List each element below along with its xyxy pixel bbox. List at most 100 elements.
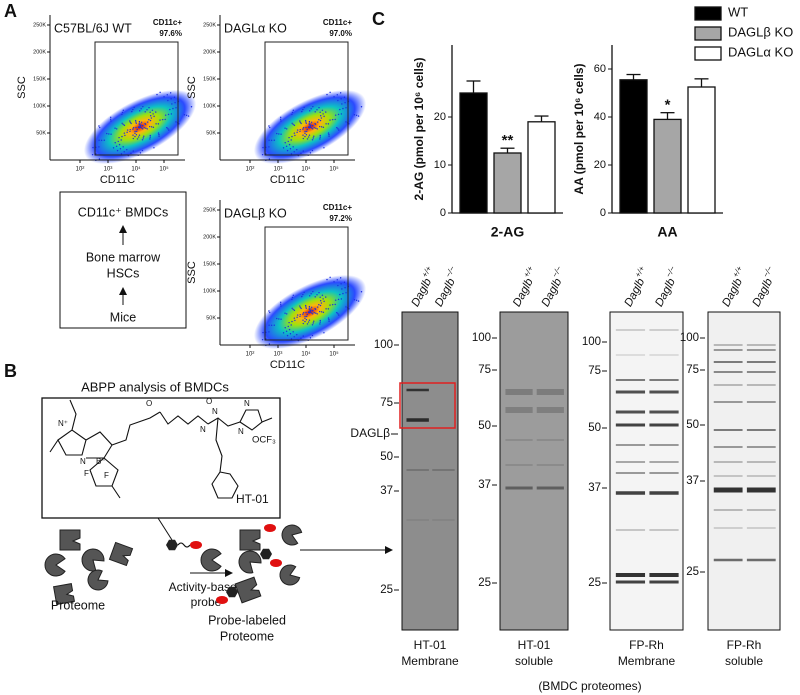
event-dot bbox=[291, 320, 293, 323]
event-dot bbox=[265, 331, 267, 334]
event-dot bbox=[136, 138, 139, 140]
event-dot bbox=[178, 123, 180, 125]
event-dot bbox=[310, 306, 313, 308]
event-dot bbox=[308, 319, 311, 321]
event-dot bbox=[291, 113, 293, 116]
event-dot bbox=[158, 133, 160, 136]
event-dot bbox=[175, 107, 177, 109]
band bbox=[615, 329, 646, 331]
band bbox=[746, 429, 776, 431]
event-dot bbox=[129, 120, 131, 122]
event-dot bbox=[143, 126, 145, 129]
atom: N bbox=[200, 425, 206, 434]
event-dot bbox=[134, 130, 136, 133]
event-dot bbox=[132, 150, 134, 152]
event-dot bbox=[302, 322, 304, 325]
event-dot bbox=[268, 146, 270, 148]
event-dot bbox=[319, 323, 321, 325]
band bbox=[746, 527, 776, 529]
event-dot bbox=[268, 139, 270, 141]
band bbox=[505, 407, 533, 413]
flow-plot bbox=[253, 226, 367, 350]
event-dot bbox=[319, 111, 321, 113]
event-dot bbox=[339, 277, 342, 279]
y-axis-label: 2-AG (pmol per 10⁶ cells) bbox=[412, 58, 426, 201]
probe-name: HT-01 bbox=[236, 492, 269, 506]
band bbox=[615, 461, 646, 463]
bond bbox=[111, 411, 161, 446]
event-dot bbox=[291, 122, 293, 125]
event-dot bbox=[268, 343, 271, 345]
event-dot bbox=[357, 300, 360, 302]
marker-label: 75 bbox=[380, 397, 393, 409]
event-dot bbox=[337, 284, 339, 287]
event-dot bbox=[325, 296, 327, 298]
event-dot bbox=[344, 101, 346, 104]
event-dot bbox=[124, 134, 126, 137]
workflow-box bbox=[59, 191, 187, 329]
band bbox=[649, 580, 679, 584]
event-dot bbox=[305, 306, 307, 308]
event-dot bbox=[149, 138, 151, 140]
y-axis-label: AA (pmol per 10⁶ cells) bbox=[572, 63, 586, 194]
event-dot bbox=[288, 321, 290, 324]
event-dot bbox=[172, 107, 174, 110]
atom: N bbox=[244, 399, 250, 408]
atom: B⁻ bbox=[96, 457, 106, 466]
gel-caption: HT-01 bbox=[414, 638, 447, 652]
event-dot bbox=[338, 129, 340, 131]
event-dot bbox=[168, 129, 170, 131]
event-dot bbox=[355, 114, 358, 117]
event-dot bbox=[345, 306, 347, 308]
y-tick-label: 100K bbox=[203, 103, 216, 109]
event-dot bbox=[355, 299, 358, 302]
marker-label: 100 bbox=[582, 336, 601, 348]
event-dot bbox=[307, 136, 310, 138]
event-dot bbox=[304, 320, 306, 323]
event-dot bbox=[149, 111, 151, 113]
protein bbox=[238, 550, 262, 574]
band bbox=[615, 354, 646, 356]
event-dot bbox=[321, 109, 324, 112]
event-dot bbox=[312, 125, 314, 127]
event-dot bbox=[311, 128, 314, 130]
band bbox=[746, 401, 776, 403]
lane-genotype: −/− bbox=[444, 264, 458, 279]
atom: N bbox=[238, 427, 244, 436]
event-dot bbox=[313, 135, 315, 137]
event-dot bbox=[99, 126, 101, 129]
event-dot bbox=[300, 307, 302, 310]
lane-gene: Daglb bbox=[623, 276, 648, 309]
event-dot bbox=[333, 96, 335, 98]
event-dot bbox=[146, 109, 148, 111]
event-dot bbox=[291, 296, 294, 299]
event-dot bbox=[155, 111, 157, 113]
x-tick-label: 10² bbox=[76, 167, 85, 173]
event-dot bbox=[268, 158, 271, 160]
event-dot bbox=[292, 331, 294, 333]
panel-label: A bbox=[4, 1, 17, 21]
event-dot bbox=[280, 301, 282, 304]
band bbox=[615, 423, 646, 427]
band bbox=[406, 469, 429, 471]
event-dot bbox=[348, 308, 350, 310]
band bbox=[615, 444, 646, 446]
x-axis-label: CD11C bbox=[270, 359, 305, 371]
band bbox=[746, 384, 776, 386]
x-tick-label: 10⁵ bbox=[329, 166, 339, 173]
event-dot bbox=[303, 106, 305, 109]
event-dot bbox=[265, 338, 267, 340]
event-dot bbox=[318, 310, 321, 313]
event-dot bbox=[293, 336, 295, 338]
band bbox=[713, 371, 743, 373]
lane-label: Daglb−/− bbox=[536, 264, 570, 309]
event-dot bbox=[289, 333, 292, 335]
event-dot bbox=[109, 118, 112, 120]
event-dot bbox=[302, 335, 304, 337]
band bbox=[713, 558, 743, 562]
event-dot bbox=[312, 310, 314, 312]
event-dot bbox=[98, 139, 100, 141]
band bbox=[505, 389, 533, 395]
event-dot bbox=[164, 114, 167, 116]
